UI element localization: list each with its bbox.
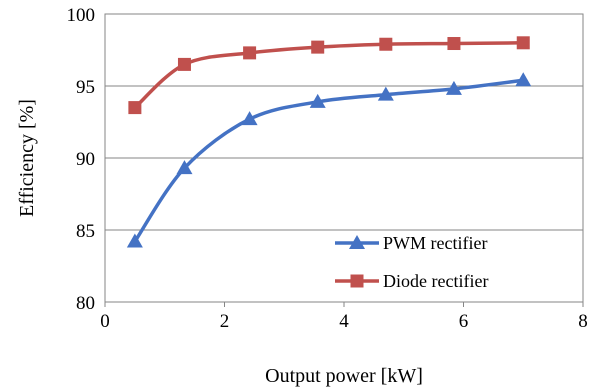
y-tick-label: 95 bbox=[76, 77, 95, 98]
data-point-triangle bbox=[445, 80, 462, 95]
data-point-triangle bbox=[176, 160, 193, 175]
x-tick-label: 6 bbox=[459, 311, 469, 332]
data-point-square bbox=[243, 46, 257, 60]
legend-marker-triangle bbox=[349, 235, 365, 249]
x-tick-label: 4 bbox=[339, 311, 349, 332]
data-point-square bbox=[447, 37, 461, 51]
legend-label: Diode rectifier bbox=[383, 271, 488, 291]
data-point-square bbox=[516, 36, 530, 50]
data-point-square bbox=[128, 101, 142, 115]
y-tick-label: 80 bbox=[76, 293, 95, 314]
data-point-triangle bbox=[377, 86, 394, 101]
data-point-square bbox=[177, 57, 191, 71]
series-line bbox=[133, 78, 524, 243]
x-axis-ticks: 0 2 4 6 8 bbox=[100, 302, 588, 332]
series-layer bbox=[126, 36, 532, 248]
grid-lines bbox=[105, 13, 583, 303]
data-point-square bbox=[379, 37, 393, 51]
y-tick-label: 90 bbox=[76, 149, 95, 170]
series-line bbox=[133, 41, 524, 109]
legend-label: PWM rectifier bbox=[383, 233, 487, 253]
legend-marker-square bbox=[350, 274, 364, 288]
x-tick-label: 8 bbox=[578, 311, 588, 332]
y-axis-label: Efficiency [%] bbox=[16, 99, 38, 217]
data-point-triangle bbox=[126, 233, 143, 248]
x-tick-label: 2 bbox=[220, 311, 230, 332]
data-point-triangle bbox=[241, 111, 258, 126]
x-tick-label: 0 bbox=[100, 311, 110, 332]
series-triangle bbox=[126, 72, 532, 248]
x-axis-label: Output power [kW] bbox=[265, 365, 423, 387]
legend-item: Diode rectifier bbox=[335, 271, 488, 291]
y-tick-label: 100 bbox=[67, 5, 96, 26]
data-point-triangle bbox=[515, 72, 532, 87]
legend-item: PWM rectifier bbox=[335, 233, 487, 253]
y-tick-label: 85 bbox=[76, 221, 95, 242]
data-point-triangle bbox=[309, 93, 326, 108]
legend: PWM rectifier Diode rectifier bbox=[335, 233, 488, 291]
data-point-square bbox=[311, 40, 325, 54]
y-axis-ticks: 80 85 90 95 100 bbox=[67, 5, 96, 314]
series-square bbox=[128, 36, 530, 115]
